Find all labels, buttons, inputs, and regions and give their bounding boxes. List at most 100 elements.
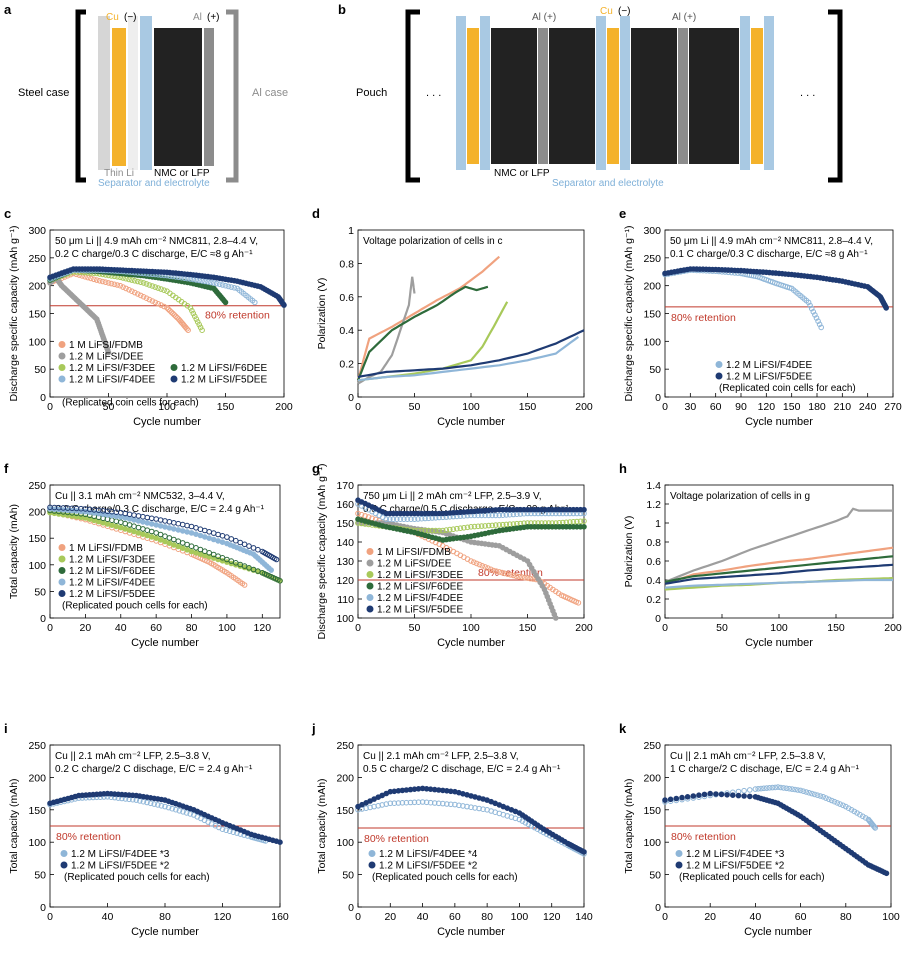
- data-point: [197, 324, 204, 331]
- series-FDMB: [355, 510, 582, 606]
- data-point: [826, 796, 832, 803]
- data-point: [228, 284, 235, 290]
- series-FDMB: [356, 255, 501, 381]
- x-axis-label: Cycle number: [437, 637, 505, 649]
- data-point: [496, 512, 503, 519]
- data-point: [205, 279, 211, 285]
- steel-case-label: Steel case: [18, 87, 69, 99]
- schematic-a: a Steel case Al case Cu (−) Al (+) Thin …: [4, 2, 288, 189]
- cathode-label-a: NMC or LFP: [154, 168, 210, 179]
- legend-note: (Replicated coin cells for each): [62, 398, 199, 409]
- data-point: [153, 522, 159, 528]
- data-point: [197, 551, 204, 558]
- data-point: [202, 278, 208, 285]
- data-point: [225, 283, 232, 290]
- data-point: [171, 542, 177, 548]
- y-tick-label: 150: [643, 805, 661, 817]
- data-point: [94, 277, 100, 283]
- data-point: [193, 316, 200, 322]
- x-axis-label: Cycle number: [745, 637, 813, 649]
- chart-title-line: 0.5 C charge/2 C dischage, E/C = 2.4 g A…: [363, 764, 561, 775]
- y-tick-label: 50: [34, 586, 46, 598]
- legend-note: (Replicated pouch cells for each): [62, 601, 208, 612]
- y-axis-label: Total capacity (mAh): [623, 778, 635, 873]
- data-point: [811, 791, 818, 798]
- y-tick-label: 300: [28, 225, 46, 237]
- data-point: [476, 805, 482, 812]
- data-point: [387, 800, 394, 807]
- data-point: [109, 517, 115, 524]
- legend-marker: [368, 861, 376, 869]
- data-point: [778, 784, 784, 791]
- pouch-left-bracket: [405, 9, 420, 183]
- data-point: [152, 299, 159, 306]
- data-point: [805, 299, 812, 306]
- data-point: [845, 805, 852, 812]
- data-point: [503, 512, 510, 518]
- data-point: [394, 516, 400, 523]
- data-point: [429, 527, 436, 534]
- data-point: [167, 307, 173, 314]
- data-point: [126, 516, 133, 522]
- data-point: [500, 521, 506, 528]
- panel-label-j: j: [311, 721, 316, 736]
- series-line: [664, 555, 894, 583]
- data-point: [503, 521, 510, 528]
- separator-label-a: Separator and electrolyte: [98, 178, 210, 189]
- data-point: [273, 556, 280, 563]
- chart-k: k 0 50 100 150 200 250 0 20 40 60 80 100 Cycle number…: [619, 721, 900, 938]
- series-F5DEE: [355, 785, 587, 855]
- data-point: [447, 526, 453, 533]
- data-point: [493, 568, 500, 575]
- y-tick-label: 50: [342, 870, 354, 882]
- data-point: [100, 520, 106, 526]
- schematic-b: b Pouch . . . . . . Al (+) Cu (−) Al (+)…: [338, 2, 843, 189]
- al-collector-a: [204, 28, 214, 166]
- data-point: [144, 527, 151, 534]
- y-tick-label: 150: [643, 309, 661, 321]
- data-point: [170, 310, 176, 317]
- data-point: [800, 788, 807, 795]
- y-tick-label: 0: [655, 613, 661, 625]
- x-tick-label: 120: [543, 911, 561, 923]
- x-tick-label: 80: [481, 911, 493, 923]
- data-point: [184, 529, 190, 535]
- data-point: [436, 527, 443, 534]
- y-tick-label: 100: [28, 560, 46, 572]
- data-point: [118, 524, 124, 531]
- y-axis-label: Total capacity (mAh): [8, 504, 20, 599]
- legend-marker: [58, 555, 66, 563]
- separator-b5: [740, 16, 750, 170]
- x-tick-label: 180: [808, 401, 826, 413]
- data-point: [219, 539, 226, 546]
- y-tick-label: 50: [34, 364, 46, 376]
- series-F4DEE: [662, 784, 879, 831]
- legend-entry: 1.2 M LiFSI/F3DEE: [69, 363, 155, 374]
- x-tick-label: 60: [710, 401, 722, 413]
- data-point: [810, 309, 817, 315]
- y-tick-label: 250: [336, 740, 354, 752]
- chart-title-line: 0.2 C charge/2 C dischage, E/C = 2.4 g A…: [55, 764, 253, 775]
- al-label-a: Al: [193, 12, 202, 23]
- chart-d: d 0 0.2 0.4 0.6 0.8 1 0 50 100 150 200 Cycle number P…: [312, 206, 593, 428]
- data-point: [206, 535, 212, 542]
- data-point: [199, 327, 205, 334]
- y-tick-label: 250: [28, 740, 46, 752]
- data-point: [109, 522, 115, 529]
- y-axis-label: Discharge specific capacity (mAh g⁻¹): [8, 226, 20, 402]
- data-point: [492, 512, 499, 519]
- legend-entry: 1.2 M LiFSI/DEE: [69, 352, 144, 363]
- data-point: [151, 801, 157, 807]
- y-tick-label: 200: [643, 281, 661, 293]
- data-point: [148, 515, 155, 522]
- data-point: [189, 307, 195, 314]
- data-point: [786, 785, 793, 792]
- legend-marker: [675, 850, 683, 857]
- y-tick-label: 250: [643, 253, 661, 265]
- data-point: [843, 803, 849, 810]
- data-point: [149, 298, 156, 304]
- cu-collector-b3: [751, 28, 763, 164]
- series-line: [356, 285, 489, 381]
- data-point: [143, 295, 150, 302]
- data-point: [492, 522, 499, 528]
